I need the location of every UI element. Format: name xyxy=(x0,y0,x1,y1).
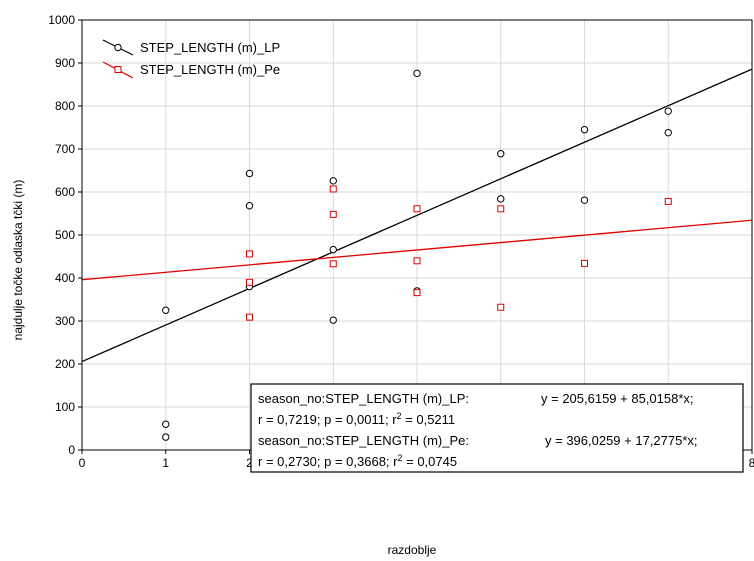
y-tick-label: 700 xyxy=(55,142,75,156)
annotation-pe-r2: = 0,0745 xyxy=(403,454,458,469)
annotation-pe-stats: r = 0,2730; p = 0,3668; r2 = 0,0745 xyxy=(258,453,457,469)
y-tick-label: 1000 xyxy=(48,13,75,27)
point-pe xyxy=(246,278,253,286)
point-pe xyxy=(329,260,337,268)
y-tick-label: 600 xyxy=(55,185,75,199)
x-tick-label: 2 xyxy=(246,456,253,470)
y-tick-label: 0 xyxy=(68,443,75,457)
fit-line-lp xyxy=(81,68,753,363)
point-lp xyxy=(162,306,170,314)
legend-marker-lp xyxy=(114,43,122,52)
point-lp xyxy=(329,316,337,324)
y-tick-label: 400 xyxy=(55,271,75,285)
annotation-lp-equation: y = 205,6159 + 85,0158*x; xyxy=(541,391,694,406)
regression-lines xyxy=(81,68,753,363)
x-tick-label: 1 xyxy=(162,456,169,470)
y-tick-label: 800 xyxy=(55,99,75,113)
point-lp xyxy=(329,245,337,254)
annotation-lp-stats: r = 0,7219; p = 0,0011; r2 = 0,5211 xyxy=(258,411,455,427)
y-tick-label: 300 xyxy=(55,314,75,328)
regression-annotation: season_no:STEP_LENGTH (m)_LP: y = 205,61… xyxy=(250,383,744,473)
point-lp xyxy=(245,202,254,210)
x-tick-label: 0 xyxy=(79,456,86,470)
point-lp xyxy=(245,169,254,178)
point-pe xyxy=(246,250,253,258)
point-lp xyxy=(497,150,505,158)
y-tick-label: 200 xyxy=(55,357,75,371)
point-pe xyxy=(497,303,505,311)
point-pe xyxy=(413,205,421,213)
point-lp xyxy=(162,433,170,441)
y-tick-label: 100 xyxy=(55,400,75,414)
point-pe xyxy=(329,210,337,218)
legend-label-lp: STEP_LENGTH (m)_LP xyxy=(140,40,280,55)
y-tick-label: 500 xyxy=(55,228,75,242)
annotation-lp-sup: 2 xyxy=(397,411,402,421)
point-pe xyxy=(329,185,337,193)
annotation-pe-label: season_no:STEP_LENGTH (m)_Pe: xyxy=(258,433,469,448)
point-lp xyxy=(580,125,589,134)
point-pe xyxy=(413,257,421,265)
point-lp xyxy=(497,195,505,203)
data-points xyxy=(162,69,672,441)
point-pe xyxy=(497,205,505,213)
annotation-lp-r2: = 0,5211 xyxy=(402,412,456,427)
point-lp xyxy=(664,128,672,137)
point-lp xyxy=(664,107,672,115)
point-lp xyxy=(162,420,170,428)
y-tick-label: 900 xyxy=(55,56,75,70)
fit-line-pe xyxy=(81,219,753,281)
point-pe xyxy=(246,313,253,321)
point-lp xyxy=(580,196,589,204)
legend: STEP_LENGTH (m)_LP STEP_LENGTH (m)_Pe xyxy=(102,39,280,79)
annotation-lp-label: season_no:STEP_LENGTH (m)_LP: xyxy=(258,391,469,406)
point-pe xyxy=(581,259,588,267)
point-pe xyxy=(664,197,672,205)
legend-marker-pe xyxy=(114,66,122,73)
annotation-lp-stats-text: r = 0,7219; p = 0,0011; r xyxy=(258,412,397,427)
annotation-pe-sup: 2 xyxy=(398,453,403,463)
legend-label-pe: STEP_LENGTH (m)_Pe xyxy=(140,62,280,77)
point-lp xyxy=(329,177,337,185)
y-axis-label: najdulje točke odlaska tčki (m) xyxy=(11,180,25,341)
point-lp xyxy=(413,69,421,78)
annotation-frame xyxy=(250,383,744,473)
x-axis-label: razdoblje xyxy=(388,543,437,557)
x-tick-label: 8 xyxy=(749,456,754,470)
annotation-pe-stats-text: r = 0,2730; p = 0,3668; r xyxy=(258,454,398,469)
annotation-pe-equation: y = 396,0259 + 17,2775*x; xyxy=(545,433,698,448)
point-pe xyxy=(413,289,421,297)
